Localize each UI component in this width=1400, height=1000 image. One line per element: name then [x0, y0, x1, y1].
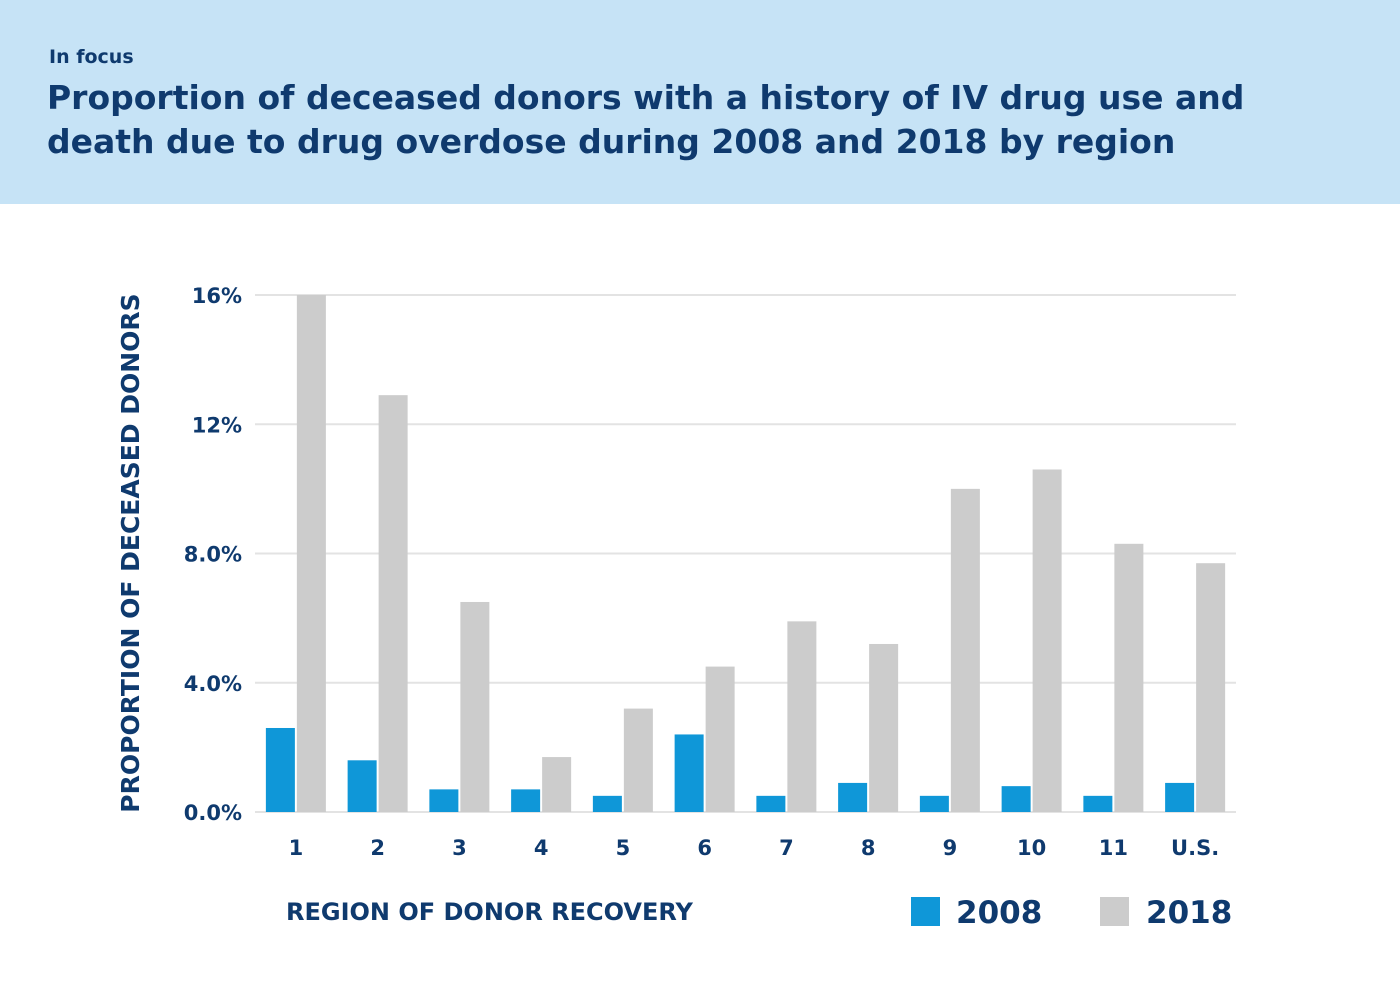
bar-2018-U.S. [1196, 563, 1226, 812]
bar-2008-10 [1001, 786, 1031, 812]
bar-2008-11 [1083, 795, 1113, 812]
bar-2008-8 [838, 782, 868, 812]
bar-2018-1 [296, 295, 326, 812]
x-tick-labels: 1 2 3 4 5 6 7 8 9 10 11 U.S. [289, 836, 1220, 860]
bar-2018-8 [869, 643, 899, 812]
bar-2018-2 [378, 395, 408, 812]
y-tick-label: 16% [192, 284, 242, 308]
bar-2018-10 [1032, 469, 1062, 812]
x-tick-label: 11 [1099, 836, 1128, 860]
bar-2008-7 [756, 795, 786, 812]
legend-swatch-2018 [1100, 897, 1129, 926]
bar-2008-5 [592, 795, 622, 812]
x-tick-label: 9 [943, 836, 958, 860]
x-tick-label: U.S. [1171, 836, 1219, 860]
bar-2008-3 [429, 789, 459, 812]
bar-2018-4 [542, 757, 572, 812]
x-tick-label: 8 [861, 836, 876, 860]
bar-2018-9 [950, 488, 980, 812]
x-tick-label: 4 [534, 836, 549, 860]
bar-2008-1 [265, 727, 295, 812]
bar-2008-2 [347, 760, 377, 812]
y-axis-label: PROPORTION OF DECEASED DONORS [116, 293, 145, 812]
bar-2018-3 [460, 601, 490, 812]
legend-label-2008: 2008 [956, 895, 1042, 931]
kicker-label: In focus [49, 46, 134, 68]
page-title: Proportion of deceased donors with a his… [47, 78, 1245, 161]
bar-2018-11 [1114, 543, 1144, 812]
y-tick-label: 4.0% [184, 672, 242, 696]
x-tick-label: 1 [289, 836, 304, 860]
legend-swatch-2008 [911, 897, 940, 926]
x-tick-label: 5 [616, 836, 631, 860]
x-tick-label: 3 [452, 836, 467, 860]
x-tick-label: 6 [697, 836, 712, 860]
header-banner: In focus Proportion of deceased donors w… [0, 0, 1400, 204]
bar-2008-6 [674, 734, 704, 812]
y-tick-labels: 0.0% 4.0% 8.0% 12% 16% [184, 284, 242, 825]
legend: 2008 2018 [911, 895, 1232, 931]
bar-2018-7 [787, 621, 817, 812]
y-tick-label: 0.0% [184, 801, 242, 825]
bar-2008-U.S. [1165, 782, 1195, 812]
bar-2008-4 [511, 789, 541, 812]
y-tick-label: 8.0% [184, 543, 242, 567]
legend-label-2018: 2018 [1146, 895, 1232, 931]
x-tick-label: 2 [370, 836, 385, 860]
bar-2008-9 [919, 795, 949, 812]
x-axis-label: REGION OF DONOR RECOVERY [286, 898, 694, 926]
bar-2018-6 [705, 666, 735, 812]
x-tick-label: 7 [779, 836, 794, 860]
x-tick-label: 10 [1017, 836, 1046, 860]
gridlines [255, 294, 1236, 813]
bar-2018-5 [623, 708, 653, 812]
y-tick-label: 12% [192, 413, 242, 437]
bars [265, 295, 1226, 812]
